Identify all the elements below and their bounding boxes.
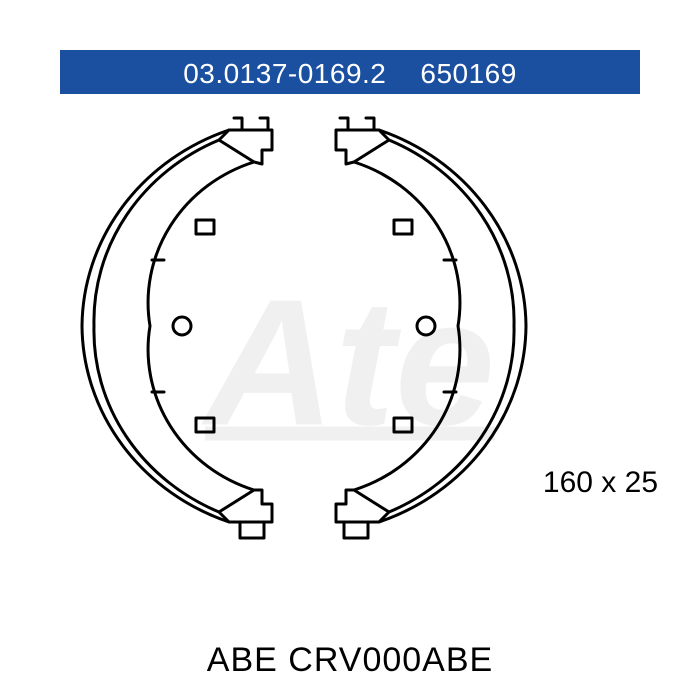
right-shoe-lining xyxy=(389,140,514,512)
brake-shoe-drawing xyxy=(64,110,544,542)
left-shoe-outer xyxy=(82,130,229,522)
right-shoe-ribs xyxy=(444,260,456,392)
product-caption: ABE CRV000ABE xyxy=(207,641,493,680)
left-shoe-inner xyxy=(148,162,254,490)
left-shoe-lining xyxy=(94,140,219,512)
right-shoe-inner xyxy=(354,162,460,490)
caption-sku: CRV000ABE xyxy=(288,641,493,679)
left-shoe-top-end xyxy=(219,130,272,164)
part-number-secondary: 650169 xyxy=(420,58,516,90)
header-bar: 03.0137-0169.2 650169 xyxy=(183,58,517,90)
right-shoe-slot-bottom xyxy=(394,418,412,432)
left-shoe-bottom-tab xyxy=(240,522,264,538)
right-shoe-top-notches xyxy=(340,118,374,130)
dimensions-label: 160 x 25 xyxy=(543,466,658,500)
right-shoe-slot-top xyxy=(394,220,412,234)
right-shoe-outer xyxy=(379,130,526,522)
left-shoe-top-notches xyxy=(234,118,268,130)
right-shoe-bottom-tab xyxy=(344,522,368,538)
caption-brand: ABE xyxy=(207,641,278,679)
right-shoe-pivot-hole xyxy=(417,317,435,335)
left-shoe-bottom-end xyxy=(219,490,272,522)
part-number-primary: 03.0137-0169.2 xyxy=(183,58,386,90)
left-shoe-slot-top xyxy=(196,220,214,234)
left-shoe-slot-bottom xyxy=(196,418,214,432)
product-figure: 03.0137-0169.2 650169 Ate xyxy=(0,0,700,700)
right-shoe-top-end xyxy=(336,130,389,164)
left-shoe-ribs xyxy=(152,260,164,392)
left-shoe-pivot-hole xyxy=(173,317,191,335)
right-shoe-bottom-end xyxy=(336,490,389,522)
